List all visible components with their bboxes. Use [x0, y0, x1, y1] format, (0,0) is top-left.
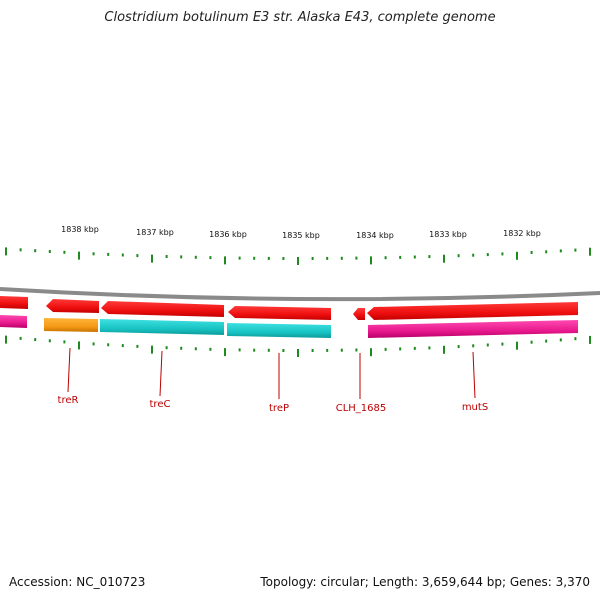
gene-arrow-clh1685	[353, 308, 365, 320]
leader-line-muts	[472, 351, 476, 399]
leader-line-trer	[67, 347, 71, 393]
gene-arrow-muts	[367, 302, 578, 320]
gene-label-trer: treR	[58, 395, 79, 406]
genome-title: Clostridium botulinum E3 str. Alaska E43…	[104, 10, 496, 25]
scale-label-1834: 1834 kbp	[356, 231, 394, 240]
cds-bar-muts	[368, 320, 578, 338]
gene-label-muts: mutS	[462, 402, 488, 413]
scale-label-1832: 1832 kbp	[503, 229, 541, 238]
cds-bar-trer	[44, 318, 98, 332]
gene-label-trec: treC	[150, 399, 171, 410]
gene-arrow-trec	[101, 301, 224, 317]
outer-tick-marks	[5, 247, 591, 265]
leader-line-trec	[159, 350, 163, 397]
gene-arrow-trer	[46, 299, 99, 313]
scale-label-1833: 1833 kbp	[429, 230, 467, 239]
gene-arrow-trep	[228, 306, 331, 320]
gene-arrow-left-edge	[0, 296, 28, 309]
scale-label-1837: 1837 kbp	[136, 228, 174, 237]
backbone-arc	[0, 287, 600, 302]
gene-label-trep: treP	[269, 403, 289, 414]
accession-text: Accession: NC_010723	[9, 575, 146, 589]
scale-label-1835: 1835 kbp	[282, 231, 320, 240]
gene-label-clh1685: CLH_1685	[336, 403, 387, 414]
cds-bar-trec	[100, 319, 224, 335]
cds-bar-trep	[227, 323, 331, 338]
inner-tick-marks	[5, 335, 591, 357]
scale-label-1836: 1836 kbp	[209, 230, 247, 239]
scale-label-1838: 1838 kbp	[61, 225, 99, 234]
genome-summary-text: Topology: circular; Length: 3,659,644 bp…	[260, 575, 590, 589]
cds-bar-left-edge	[0, 315, 27, 328]
